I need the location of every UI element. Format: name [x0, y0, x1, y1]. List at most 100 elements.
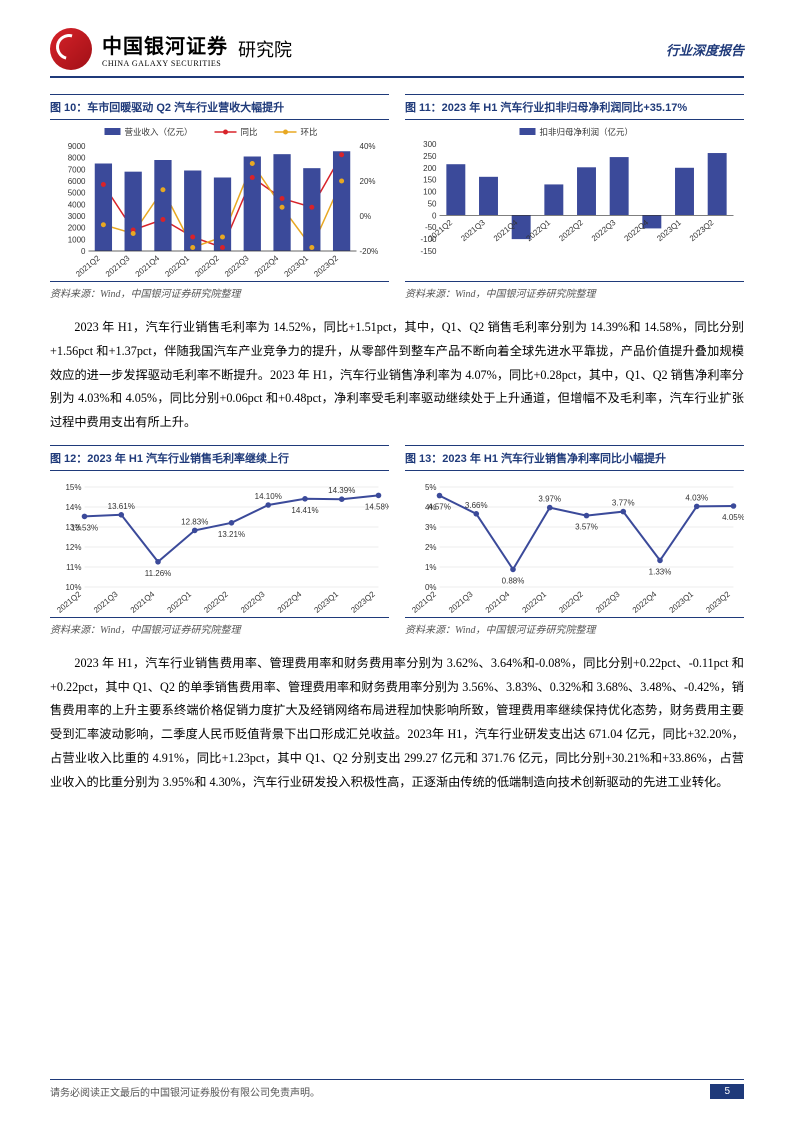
brand-en: CHINA GALAXY SECURITIES — [102, 59, 228, 68]
svg-text:4000: 4000 — [68, 200, 86, 209]
svg-text:100: 100 — [423, 188, 437, 197]
svg-text:2021Q4: 2021Q4 — [129, 589, 157, 615]
page-number: 5 — [710, 1084, 744, 1099]
institute-label: 研究院 — [238, 36, 292, 62]
svg-text:4.57%: 4.57% — [428, 503, 451, 512]
svg-text:2022Q1: 2022Q1 — [163, 253, 191, 279]
svg-text:50: 50 — [428, 199, 437, 208]
svg-text:2022Q1: 2022Q1 — [165, 589, 193, 615]
chart-10-title: 图 10：车市回暖驱动 Q2 汽车行业营收大幅提升 — [50, 94, 389, 120]
chart-11: 图 11：2023 年 H1 汽车行业扣非归母净利润同比+35.17% 扣非归母… — [405, 94, 744, 300]
svg-text:14.10%: 14.10% — [255, 492, 282, 501]
chart-row-2: 图 12：2023 年 H1 汽车行业销售毛利率继续上行 10%11%12%13… — [50, 445, 744, 636]
svg-text:2023Q1: 2023Q1 — [312, 589, 340, 615]
svg-text:3000: 3000 — [68, 212, 86, 221]
svg-text:2023Q1: 2023Q1 — [283, 253, 311, 279]
svg-text:3%: 3% — [425, 523, 437, 532]
chart-12-title: 图 12：2023 年 H1 汽车行业销售毛利率继续上行 — [50, 445, 389, 471]
svg-text:10%: 10% — [65, 583, 81, 592]
svg-text:14.41%: 14.41% — [291, 506, 318, 515]
disclaimer: 请务必阅读正文最后的中国银河证券股份有限公司免责声明。 — [50, 1084, 320, 1099]
chart-row-1: 图 10：车市回暖驱动 Q2 汽车行业营收大幅提升 营业收入（亿元） 同比 环比 0 1… — [50, 94, 744, 300]
galaxy-logo-icon — [50, 28, 92, 70]
svg-text:2022Q2: 2022Q2 — [193, 253, 221, 279]
svg-text:0: 0 — [432, 211, 437, 220]
svg-text:2023Q2: 2023Q2 — [312, 253, 340, 279]
svg-text:3.66%: 3.66% — [465, 501, 488, 510]
page-footer: 请务必阅读正文最后的中国银河证券股份有限公司免责声明。 5 — [50, 1079, 744, 1099]
svg-text:1%: 1% — [425, 563, 437, 572]
svg-text:4.05%: 4.05% — [722, 513, 744, 522]
page-header: 中国银河证券 CHINA GALAXY SECURITIES 研究院 行业深度报… — [50, 28, 744, 78]
svg-text:200: 200 — [423, 164, 437, 173]
svg-text:2022Q3: 2022Q3 — [239, 589, 267, 615]
svg-text:2023Q2: 2023Q2 — [349, 589, 377, 615]
svg-text:40%: 40% — [360, 142, 376, 151]
svg-text:3.57%: 3.57% — [575, 523, 598, 532]
svg-text:2000: 2000 — [68, 224, 86, 233]
svg-text:2021Q4: 2021Q4 — [134, 253, 162, 279]
svg-text:2%: 2% — [425, 543, 437, 552]
svg-text:营业收入（亿元）: 营业收入（亿元） — [125, 127, 193, 137]
svg-text:环比: 环比 — [301, 127, 318, 137]
svg-text:2021Q3: 2021Q3 — [104, 253, 132, 279]
svg-text:11%: 11% — [66, 563, 81, 572]
svg-text:3.97%: 3.97% — [538, 495, 561, 504]
svg-text:13.21%: 13.21% — [218, 530, 245, 539]
paragraph-1: 2023 年 H1，汽车行业销售毛利率为 14.52%，同比+1.51pct，其… — [50, 316, 744, 435]
svg-text:13.53%: 13.53% — [71, 523, 98, 532]
svg-text:12.83%: 12.83% — [181, 517, 208, 526]
svg-text:2023Q2: 2023Q2 — [704, 589, 732, 615]
svg-text:2022Q3: 2022Q3 — [223, 253, 251, 279]
svg-text:1000: 1000 — [68, 235, 86, 244]
svg-text:300: 300 — [423, 140, 437, 149]
chart-13-title: 图 13：2023 年 H1 汽车行业销售净利率同比小幅提升 — [405, 445, 744, 471]
svg-text:2021Q2: 2021Q2 — [410, 589, 438, 615]
svg-text:2021Q3: 2021Q3 — [92, 589, 120, 615]
svg-text:2022Q2: 2022Q2 — [202, 589, 230, 615]
svg-text:2021Q2: 2021Q2 — [74, 253, 102, 279]
paragraph-2: 2023 年 H1，汽车行业销售费用率、管理费用率和财务费用率分别为 3.62%… — [50, 652, 744, 795]
svg-text:15%: 15% — [65, 483, 81, 492]
svg-text:250: 250 — [423, 152, 437, 161]
svg-text:2022Q3: 2022Q3 — [590, 218, 618, 244]
svg-text:2021Q2: 2021Q2 — [55, 589, 83, 615]
chart-11-source: 资料来源：Wind，中国银河证券研究院整理 — [405, 281, 744, 300]
svg-text:2021Q3: 2021Q3 — [447, 589, 475, 615]
chart-10: 图 10：车市回暖驱动 Q2 汽车行业营收大幅提升 营业收入（亿元） 同比 环比 0 1… — [50, 94, 389, 300]
svg-text:-20%: -20% — [360, 247, 379, 256]
svg-text:2022Q1: 2022Q1 — [520, 589, 548, 615]
svg-text:-150: -150 — [420, 247, 437, 256]
svg-text:2023Q1: 2023Q1 — [667, 589, 695, 615]
chart-13-source: 资料来源：Wind，中国银河证券研究院整理 — [405, 617, 744, 636]
svg-text:2022Q2: 2022Q2 — [557, 589, 585, 615]
chart-11-title: 图 11：2023 年 H1 汽车行业扣非归母净利润同比+35.17% — [405, 94, 744, 120]
svg-text:5%: 5% — [425, 483, 437, 492]
svg-text:2022Q3: 2022Q3 — [594, 589, 622, 615]
svg-text:14.39%: 14.39% — [328, 486, 355, 495]
chart-13: 图 13：2023 年 H1 汽车行业销售净利率同比小幅提升 0%1%2%3%4… — [405, 445, 744, 636]
doc-type-label: 行业深度报告 — [666, 40, 744, 59]
svg-text:150: 150 — [423, 176, 437, 185]
svg-text:1.33%: 1.33% — [649, 567, 672, 576]
svg-text:14.58%: 14.58% — [365, 502, 389, 511]
svg-text:0: 0 — [81, 247, 86, 256]
svg-text:11.26%: 11.26% — [145, 569, 172, 578]
svg-text:13.61%: 13.61% — [108, 502, 135, 511]
svg-text:同比: 同比 — [241, 127, 258, 137]
svg-text:扣非归母净利润（亿元）: 扣非归母净利润（亿元） — [540, 127, 634, 137]
svg-text:2021Q3: 2021Q3 — [459, 218, 487, 244]
svg-text:2022Q2: 2022Q2 — [557, 218, 585, 244]
svg-text:9000: 9000 — [68, 142, 86, 151]
chart-12: 图 12：2023 年 H1 汽车行业销售毛利率继续上行 10%11%12%13… — [50, 445, 389, 636]
svg-text:2022Q4: 2022Q4 — [276, 589, 304, 615]
svg-text:20%: 20% — [360, 177, 376, 186]
svg-text:2023Q2: 2023Q2 — [688, 218, 716, 244]
chart-10-source: 资料来源：Wind，中国银河证券研究院整理 — [50, 281, 389, 300]
svg-text:0%: 0% — [360, 212, 372, 221]
svg-text:2021Q4: 2021Q4 — [484, 589, 512, 615]
svg-text:5000: 5000 — [68, 189, 86, 198]
svg-text:8000: 8000 — [68, 154, 86, 163]
svg-text:2022Q4: 2022Q4 — [631, 589, 659, 615]
svg-text:3.77%: 3.77% — [612, 499, 635, 508]
